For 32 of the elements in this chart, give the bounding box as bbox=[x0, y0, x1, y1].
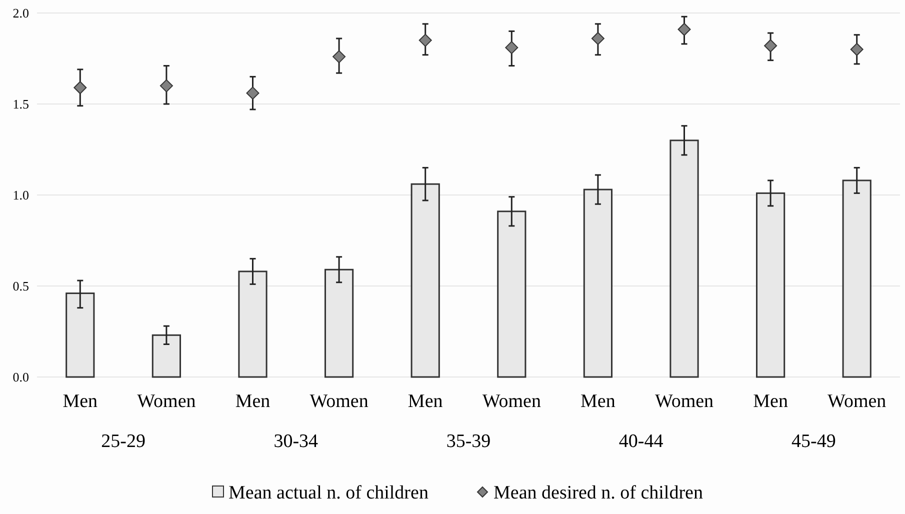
point bbox=[850, 42, 864, 56]
point bbox=[332, 50, 346, 64]
y-tick-label: 1.5 bbox=[12, 96, 29, 112]
text: 25-29 bbox=[101, 431, 146, 452]
point bbox=[418, 34, 432, 47]
x-tick-label: Women bbox=[137, 391, 196, 412]
y-tick-label: 2.0 bbox=[12, 6, 29, 21]
text: 35-39 bbox=[446, 431, 491, 452]
x-tick-label: Men bbox=[62, 391, 98, 412]
x-tick-label: Men bbox=[408, 391, 444, 412]
y-tick-label: 0.5 bbox=[12, 278, 29, 294]
x-tick-label: Women bbox=[828, 391, 887, 412]
legend-label: Mean desired n. of children bbox=[494, 482, 704, 504]
text: 45-49 bbox=[792, 431, 836, 452]
text: 40-44 bbox=[618, 431, 664, 452]
x-tick-label: Men bbox=[235, 391, 271, 412]
point bbox=[591, 32, 604, 45]
point bbox=[246, 86, 260, 100]
point bbox=[505, 41, 518, 54]
point bbox=[764, 39, 778, 52]
point bbox=[678, 22, 691, 36]
point bbox=[160, 79, 173, 92]
point bbox=[74, 81, 87, 94]
x-tick-label: Women bbox=[654, 391, 714, 412]
x-tick-label: Women bbox=[310, 391, 369, 412]
legend-label: Mean actual n. of children bbox=[228, 482, 429, 504]
x-tick-label: Women bbox=[482, 391, 542, 412]
x-tick-label: Men bbox=[753, 391, 788, 412]
y-tick-label: 0.0 bbox=[12, 370, 29, 385]
text: 30-34 bbox=[274, 431, 319, 452]
x-tick-label: Men bbox=[580, 391, 616, 412]
y-tick-label: 1.0 bbox=[12, 188, 29, 203]
